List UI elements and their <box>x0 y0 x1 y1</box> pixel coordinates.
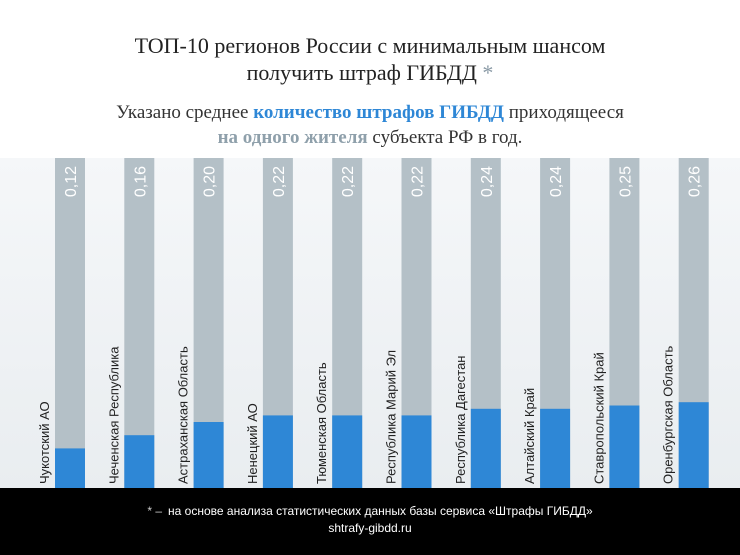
bar <box>262 415 293 488</box>
value-label: 0,22 <box>340 166 357 197</box>
footnote-asterisk: * – <box>147 504 163 518</box>
subtitle-part-2: приходящееся <box>504 102 624 123</box>
value-label: 0,12 <box>63 166 80 197</box>
title-line-2: получить штраф ГИБДД <box>246 60 477 85</box>
footnote-text: на основе анализа статистических данных … <box>168 504 593 518</box>
title-asterisk: * <box>482 60 494 85</box>
bar <box>332 415 363 488</box>
subtitle-part-1: Указано среднее <box>116 102 254 123</box>
category-label: Алтайский Край <box>522 388 537 484</box>
chart-subtitle: Указано среднее количество штрафов ГИБДД… <box>0 100 740 150</box>
title-line-1: ТОП-10 регионов России с минимальным шан… <box>134 33 606 58</box>
footer-site: shtrafy-gibdd.ru <box>328 521 412 535</box>
value-label: 0,16 <box>132 166 149 197</box>
chart-title: ТОП-10 регионов России с минимальным шан… <box>0 32 740 86</box>
value-label: 0,24 <box>479 166 496 197</box>
bar-track <box>124 158 155 488</box>
value-label: 0,22 <box>410 166 427 197</box>
bar <box>193 422 224 488</box>
category-label: Республика Дагестан <box>453 356 468 484</box>
header: ТОП-10 регионов России с минимальным шан… <box>0 0 740 158</box>
chart-area: 0,12 Чукотский АО 0,16 Чеченская Республика… <box>0 158 740 488</box>
category-label: Астраханская Область <box>176 346 191 484</box>
category-label: Ненецкий АО <box>245 403 260 484</box>
value-label: 0,20 <box>202 166 219 197</box>
bar <box>609 405 640 488</box>
bar <box>401 415 432 488</box>
bar <box>124 435 155 488</box>
value-label: 0,26 <box>687 166 704 197</box>
category-label: Ставропольский Край <box>591 352 606 484</box>
subtitle-highlight-2: на одного жителя <box>217 127 368 148</box>
category-label: Чеченская Республика <box>106 346 121 484</box>
category-label: Оренбургская Область <box>661 345 676 484</box>
subtitle-highlight-1: количество штрафов ГИБДД <box>253 102 504 123</box>
bar <box>678 402 709 488</box>
value-label: 0,25 <box>617 166 634 197</box>
bar-chart: 0,12 Чукотский АО 0,16 Чеченская Республика… <box>37 158 709 488</box>
subtitle-part-3: субъекта РФ в год. <box>367 127 523 148</box>
value-label: 0,24 <box>548 166 565 197</box>
category-label: Республика Марий Эл <box>384 350 399 484</box>
bar <box>470 408 501 488</box>
value-label: 0,22 <box>271 166 288 197</box>
bar <box>55 448 85 488</box>
category-label: Чукотский АО <box>37 401 52 484</box>
footnote: * – на основе анализа статистических данн… <box>0 504 740 518</box>
bar-track <box>55 158 85 488</box>
category-label: Тюменская Область <box>314 362 329 484</box>
footer: * – на основе анализа статистических данн… <box>0 488 740 555</box>
bar <box>540 408 571 488</box>
